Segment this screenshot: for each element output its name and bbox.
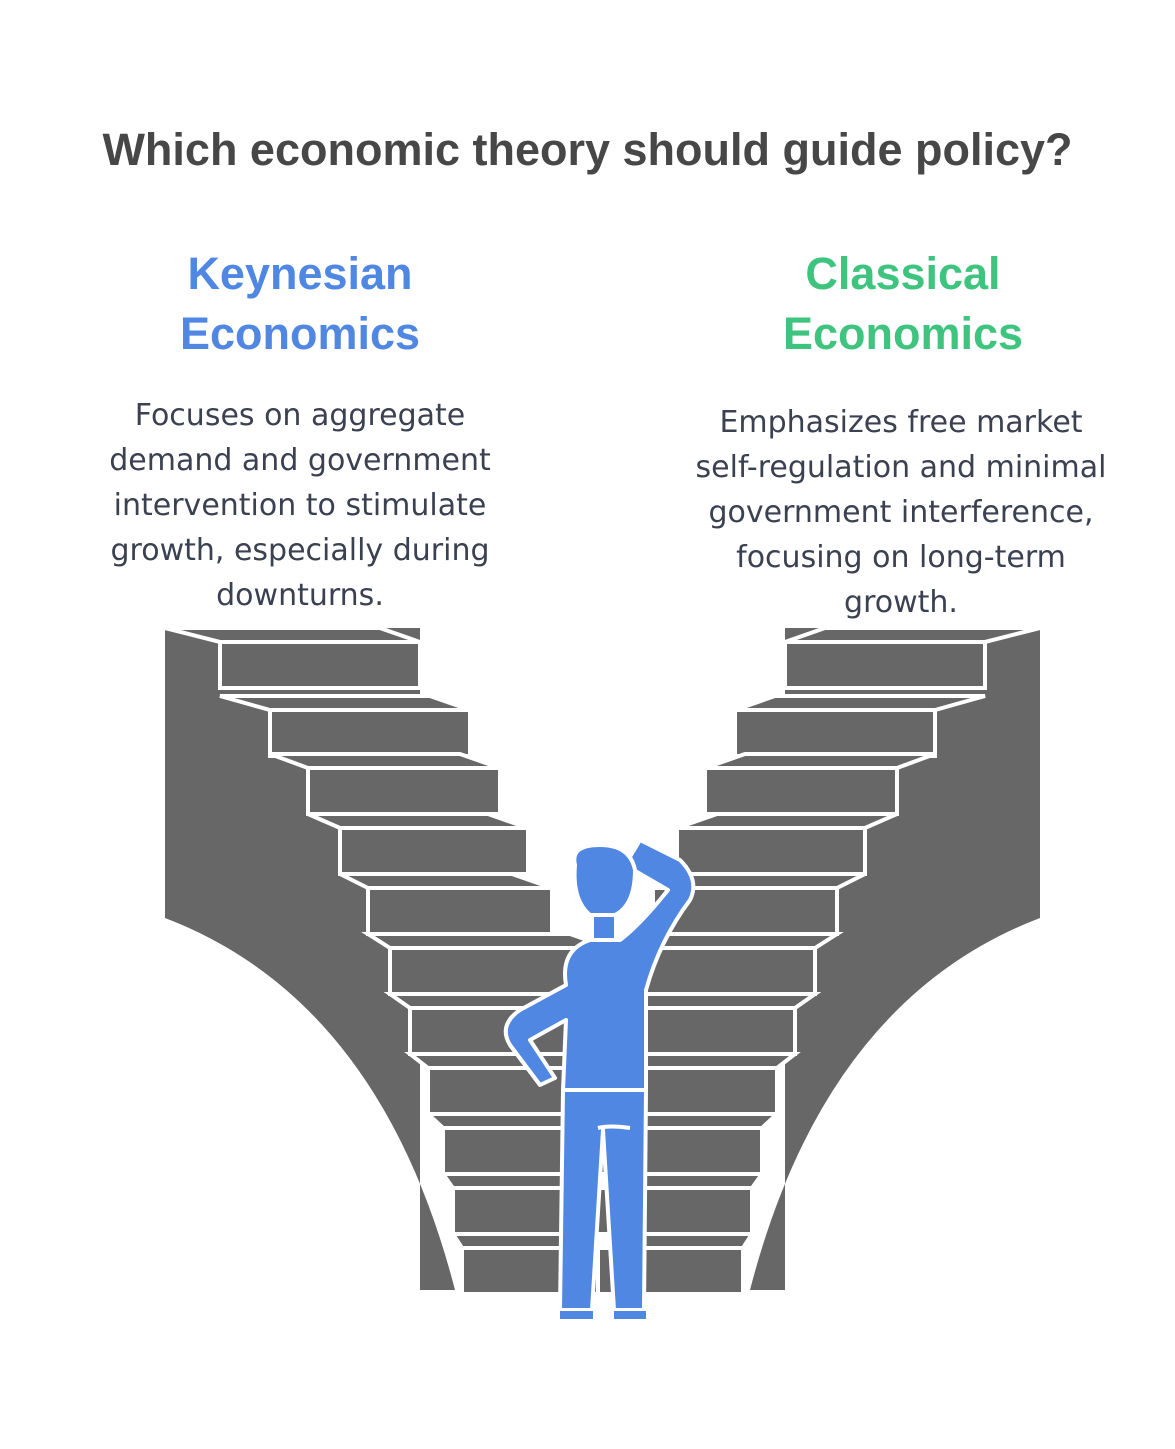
- keynesian-heading: Keynesian Economics: [179, 248, 421, 359]
- stair-riser: [675, 826, 867, 876]
- staircase-left-icon: [164, 626, 615, 1296]
- stair-tread: [704, 752, 936, 770]
- stair-riser: [366, 886, 554, 936]
- stair-tread: [676, 812, 898, 830]
- staircase-right-icon: [590, 626, 1041, 1296]
- classical-heading: Classical Economics: [782, 248, 1024, 359]
- stair-riser: [783, 640, 987, 690]
- page-title: Which economic theory should guide polic…: [102, 124, 1073, 175]
- stair-tread: [219, 694, 471, 712]
- classical-description: Emphasizes free market self-regulation a…: [695, 405, 1107, 620]
- stair-riser: [338, 826, 530, 876]
- stair-riser: [306, 766, 502, 816]
- stair-tread: [734, 694, 986, 712]
- stair-tread: [307, 812, 529, 830]
- stair-riser: [268, 708, 472, 758]
- thinking-person-icon: [503, 838, 696, 1319]
- keynesian-description: Focuses on aggregate demand and governme…: [109, 398, 491, 613]
- stair-tread: [339, 872, 553, 890]
- stair-riser: [218, 640, 422, 690]
- stair-tread: [361, 932, 611, 950]
- stair-tread: [269, 752, 501, 770]
- stair-riser: [703, 766, 899, 816]
- stair-riser: [733, 708, 937, 758]
